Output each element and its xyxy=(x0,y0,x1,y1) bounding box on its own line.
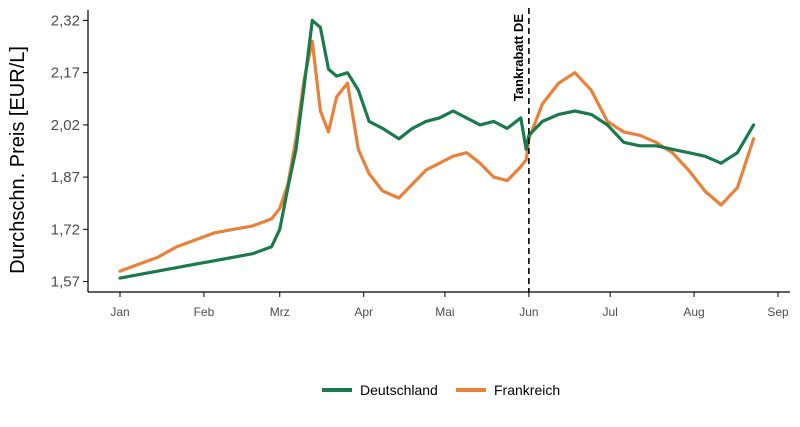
series-group xyxy=(118,18,756,280)
x-tick-label: Mrz xyxy=(270,305,290,319)
x-tick-label: Sep xyxy=(767,305,789,319)
y-tick-label: 1,57 xyxy=(51,274,80,291)
legend-label-frankreich: Frankreich xyxy=(494,382,560,398)
series-line-frankreich xyxy=(118,39,756,273)
legend-label-deutschland: Deutschland xyxy=(360,382,438,398)
x-tick-label: Jan xyxy=(110,305,129,319)
x-ticks: Jan Feb Mrz Apr Mai Jun Jul Aug Sep xyxy=(110,292,789,319)
legend: Deutschland Frankreich xyxy=(322,382,560,398)
y-tick-label: 2,32 xyxy=(51,12,80,29)
x-tick-label: Jul xyxy=(602,305,617,319)
x-tick-label: Mai xyxy=(435,305,454,319)
x-tick-label: Feb xyxy=(194,305,215,319)
y-tick-label: 2,02 xyxy=(51,117,80,134)
x-tick-label: Jun xyxy=(519,305,538,319)
y-tick-label: 1,87 xyxy=(51,169,80,186)
y-tick-label: 1,72 xyxy=(51,221,80,238)
x-tick-label: Apr xyxy=(354,305,373,319)
axes: 1,57 1,72 1,87 2,02 2,17 2,32 Jan Feb Mrz Apr Mai… xyxy=(51,10,790,319)
y-axis-label: Durchschn. Preis [EUR/L] xyxy=(7,46,29,274)
y-ticks: 1,57 1,72 1,87 2,02 2,17 2,32 xyxy=(51,12,88,291)
annotation-label: Tankrabatt DE xyxy=(511,14,526,101)
series-line-deutschland xyxy=(118,18,756,280)
y-tick-label: 2,17 xyxy=(51,65,80,82)
x-tick-label: Aug xyxy=(683,305,704,319)
